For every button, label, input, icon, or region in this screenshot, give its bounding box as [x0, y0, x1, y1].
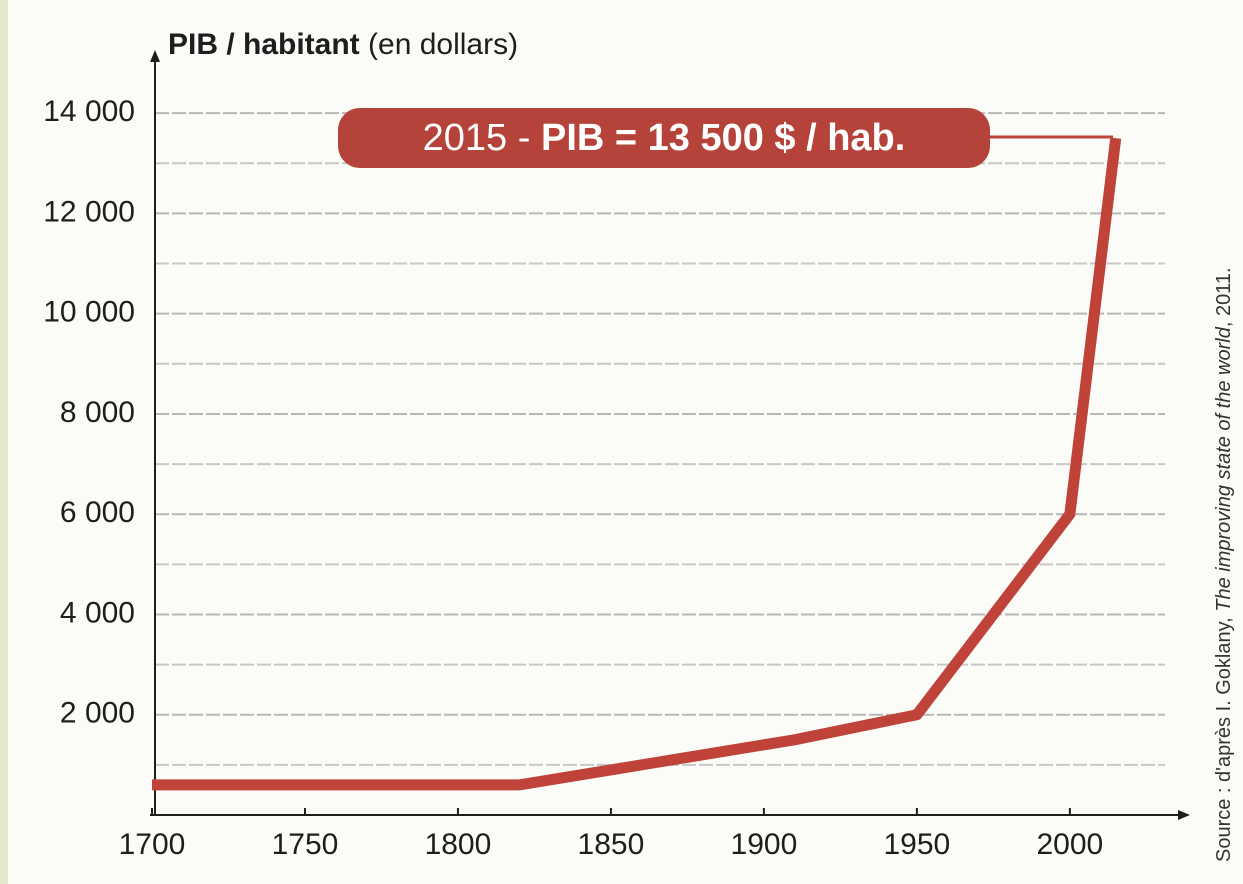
- y-title-rest: (en dollars): [360, 28, 518, 61]
- x-tick-label: 1700: [119, 828, 186, 861]
- source-part: Source : d'après I. Goklany,: [1213, 612, 1235, 862]
- y-title-bold: PIB / habitant: [168, 28, 360, 61]
- annotation-bold: PIB = 13 500 $ / hab.: [541, 117, 905, 159]
- x-tick-label: 1800: [425, 828, 492, 861]
- x-arrow: [1178, 810, 1190, 820]
- x-tick-label: 2000: [1036, 828, 1103, 861]
- y-axis-title: PIB / habitant (en dollars): [168, 28, 518, 61]
- source: Source : d'après I. Goklany, The improvi…: [1213, 267, 1235, 862]
- left-strip: [0, 0, 8, 884]
- y-tick-label: 6 000: [60, 496, 135, 529]
- y-tick-label: 2 000: [60, 697, 135, 730]
- x-tick-label: 1850: [578, 828, 645, 861]
- x-tick-label: 1750: [272, 828, 339, 861]
- data-line: [152, 137, 1122, 791]
- y-arrow: [150, 50, 160, 62]
- source-part: , 2011.: [1213, 267, 1235, 327]
- y-tick-label: 4 000: [60, 596, 135, 629]
- annotation-box: [338, 108, 990, 168]
- plot: [152, 137, 1122, 791]
- y-tick-label: 8 000: [60, 396, 135, 429]
- x-tick-label: 1950: [884, 828, 951, 861]
- grid: [155, 112, 1165, 766]
- annotation-light: 2015 -: [423, 117, 541, 159]
- y-tick-label: 14 000: [43, 95, 135, 128]
- x-tick-label: 1900: [731, 828, 798, 861]
- y-tick-label: 10 000: [43, 296, 135, 329]
- source-part: The improving state of the world: [1213, 326, 1235, 611]
- y-tick-label: 12 000: [43, 195, 135, 228]
- annotation: 2015 - PIB = 13 500 $ / hab.: [423, 117, 906, 159]
